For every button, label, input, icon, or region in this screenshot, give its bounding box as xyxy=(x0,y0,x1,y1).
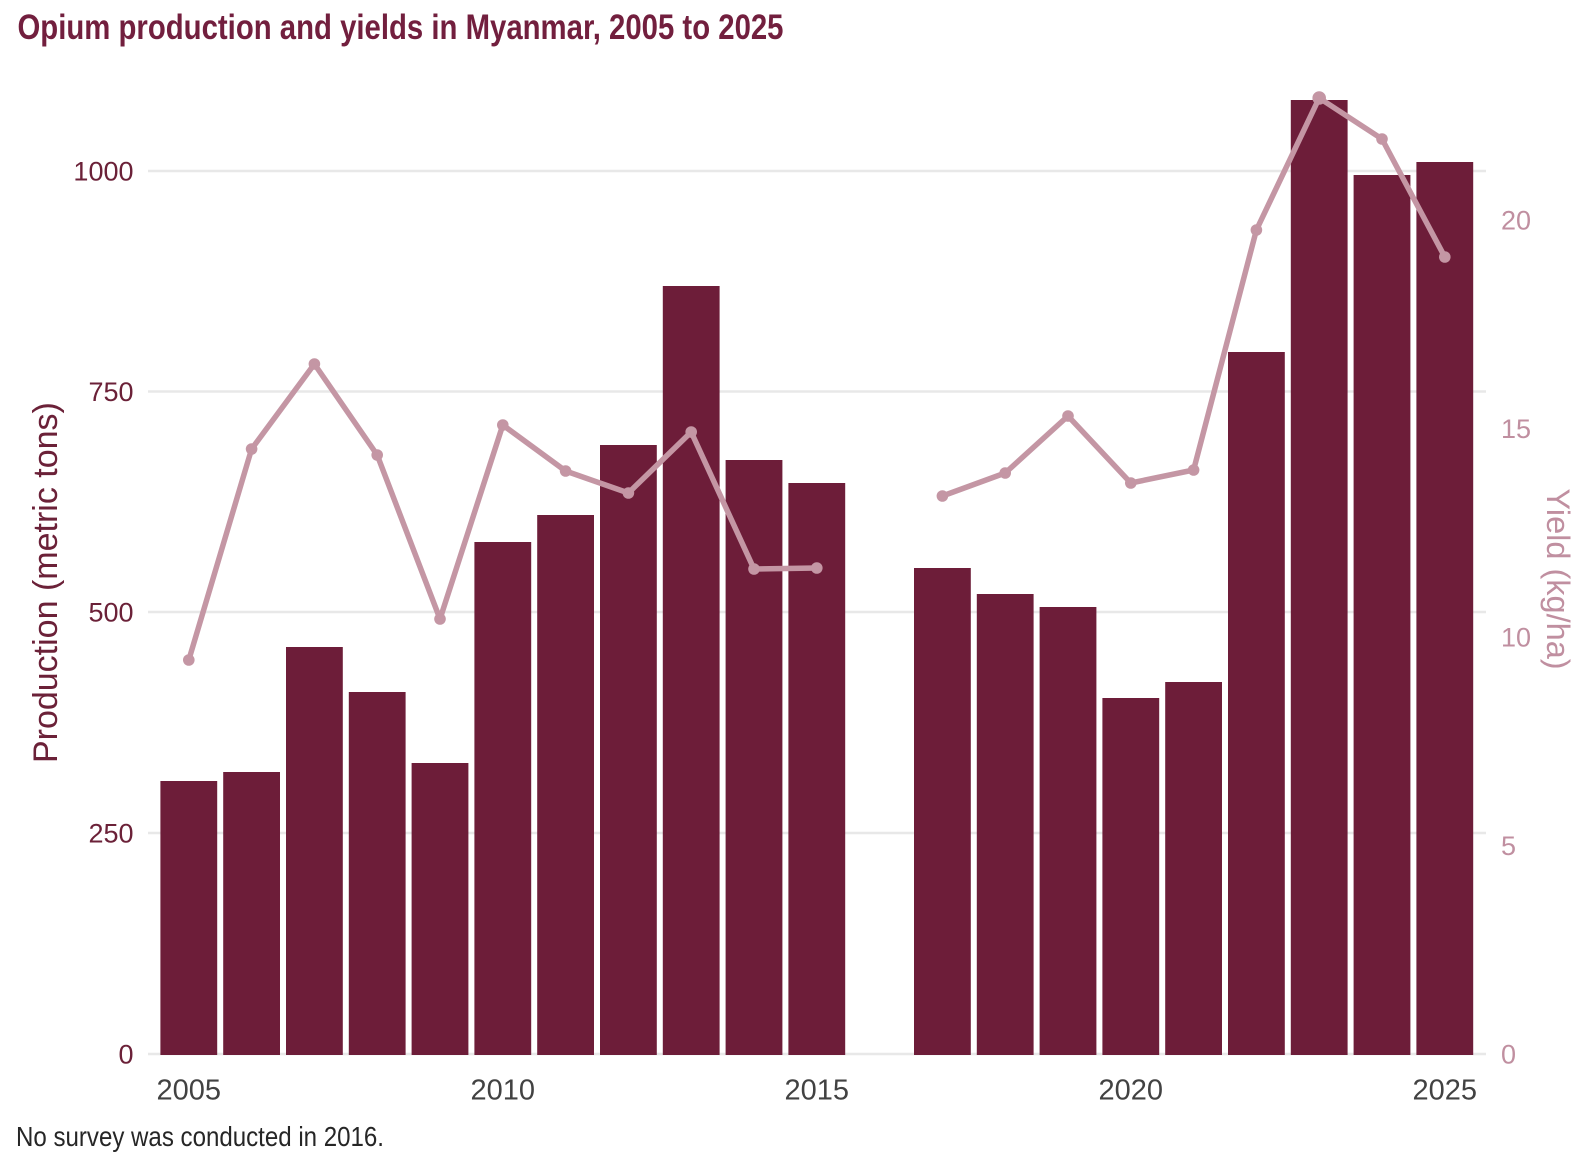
svg-text:2025: 2025 xyxy=(1413,1075,1478,1107)
svg-text:5: 5 xyxy=(1501,831,1516,861)
svg-text:No survey was conducted in 201: No survey was conducted in 2016. xyxy=(16,1121,384,1152)
svg-text:2010: 2010 xyxy=(471,1075,536,1107)
svg-text:2005: 2005 xyxy=(157,1075,222,1107)
svg-text:1000: 1000 xyxy=(73,157,133,187)
svg-text:2015: 2015 xyxy=(785,1075,850,1107)
svg-text:Production (metric tons): Production (metric tons) xyxy=(27,402,65,763)
svg-text:20: 20 xyxy=(1501,206,1531,236)
svg-text:0: 0 xyxy=(1501,1040,1516,1070)
svg-text:250: 250 xyxy=(88,819,133,849)
svg-text:Yield (kg/ha): Yield (kg/ha) xyxy=(1540,488,1576,669)
svg-text:750: 750 xyxy=(88,377,133,407)
svg-text:500: 500 xyxy=(88,598,133,628)
svg-text:2020: 2020 xyxy=(1099,1075,1164,1107)
svg-text:10: 10 xyxy=(1501,623,1531,653)
svg-text:15: 15 xyxy=(1501,414,1531,444)
svg-text:Opium production and yields in: Opium production and yields in Myanmar, … xyxy=(18,8,784,47)
svg-text:0: 0 xyxy=(118,1040,133,1070)
